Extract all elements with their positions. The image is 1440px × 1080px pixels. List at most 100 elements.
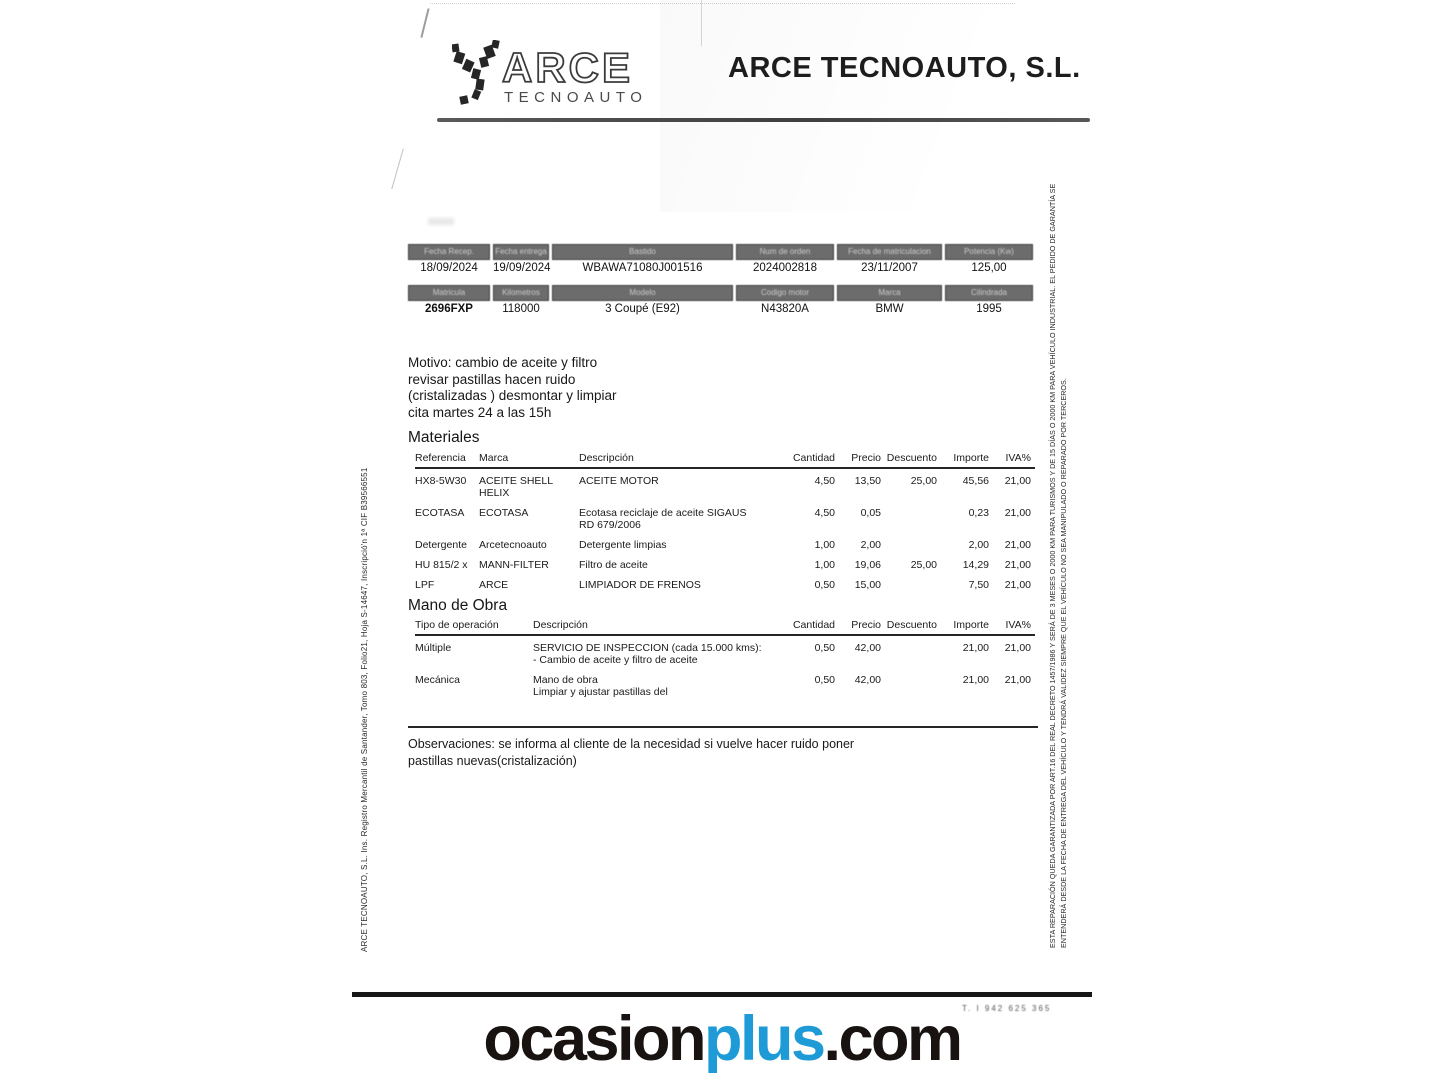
col-referencia: Referencia: [415, 452, 466, 464]
descuento: 25,00: [910, 475, 937, 487]
iva: 21,00: [1004, 507, 1031, 519]
cantidad: 4,50: [814, 507, 835, 519]
crease-mark-top: [701, 0, 702, 46]
cantidad: 1,00: [814, 539, 835, 551]
header-divider: [437, 118, 1090, 122]
labor-table: Tipo de operación Descripción Cantidad P…: [415, 619, 1035, 700]
descripcion: LIMPIADOR DE FRENOS: [579, 579, 701, 591]
vehicle-label: Marca: [837, 285, 942, 301]
vehicle-label: Cilindrada: [945, 285, 1033, 301]
iva: 21,00: [1004, 579, 1031, 591]
scan-shadow: [660, 0, 1092, 212]
col-descuento: Descuento: [886, 452, 937, 464]
descripcion: Mano de obra Limpiar y ajustar pastillas…: [533, 674, 668, 698]
cantidad: 0,50: [814, 579, 835, 591]
descuento: [885, 674, 941, 698]
vehicle-label: Modelo: [552, 285, 733, 301]
importe: 45,56: [962, 475, 989, 487]
col-importe: Importe: [953, 452, 989, 464]
referencia: LPF: [415, 579, 435, 591]
ocasionplus-logo-part3: .com: [823, 1004, 964, 1074]
iva: 21,00: [1004, 674, 1031, 686]
iva: 21,00: [1004, 559, 1031, 571]
vehicle-header-row-1: Fecha Recep. Fecha entrega Bastido Num d…: [408, 244, 1038, 260]
marca: ACEITE SHELL HELIX: [479, 475, 553, 499]
vehicle-header-row-2: Matricula Kilometros Modelo Codigo motor…: [408, 285, 1038, 301]
referencia: HU 815/2 x: [415, 559, 468, 571]
marca: Arcetecnoauto: [479, 539, 547, 551]
importe: 0,23: [968, 507, 989, 519]
col-cantidad: Cantidad: [792, 452, 835, 464]
importe: 14,29: [962, 559, 989, 571]
codigo-motor-value: N43820A: [761, 303, 809, 315]
warranty-side-note-line-1: ESTA REPARACIÓN QUEDA GARANTIZADA POR AR…: [1048, 183, 1057, 948]
footer-divider-bar: [352, 992, 1092, 997]
descripcion: SERVICIO DE INSPECCION (cada 15.000 kms)…: [533, 642, 762, 666]
col-precio: Precio: [851, 452, 881, 464]
material-row: HU 815/2 x MANN-FILTER Filtro de aceite …: [415, 553, 1035, 573]
labor-table-header: Tipo de operación Descripción Cantidad P…: [415, 619, 1035, 636]
tipo-operacion: Mecánica: [415, 674, 460, 686]
cantidad: 4,50: [814, 475, 835, 487]
mosaic-v-icon: [452, 40, 500, 105]
descripcion: Ecotasa reciclaje de aceite SIGAUS RD 67…: [579, 507, 747, 531]
registry-side-note: ARCE TECNOAUTO, S.L. Ins. Registro Merca…: [360, 467, 369, 952]
potencia-value: 125,00: [971, 262, 1007, 274]
col-tipo-operacion: Tipo de operación: [415, 619, 499, 631]
importe: 21,00: [962, 674, 989, 686]
cantidad: 1,00: [814, 559, 835, 571]
bastidor-value: WBAWA71080J001516: [582, 262, 703, 274]
descuento: [885, 539, 941, 551]
referencia: Detergente: [415, 539, 467, 551]
company-title: ARCE TECNOAUTO, S.L.: [728, 52, 1081, 84]
fold-mark: [391, 148, 404, 190]
importe: 7,50: [968, 579, 989, 591]
cantidad: 0,50: [814, 642, 835, 654]
col-precio: Precio: [851, 619, 881, 631]
vehicle-value-row-2: 2696FXP 118000 3 Coupé (E92) N43820A BMW…: [408, 303, 1038, 315]
vehicle-label: Codigo motor: [736, 285, 834, 301]
col-cantidad: Cantidad: [792, 619, 835, 631]
importe: 21,00: [962, 642, 989, 654]
ocasionplus-logo-part2: plus: [704, 1004, 826, 1074]
vehicle-label: Fecha de matriculacion: [837, 244, 942, 260]
fecha-entrega-value: 19/09/2024: [493, 262, 551, 274]
ink-smudge: [428, 218, 454, 225]
materials-table: Referencia Marca Descripción Cantidad Pr…: [415, 452, 1035, 593]
marca-value: BMW: [875, 303, 904, 315]
col-marca: Marca: [479, 452, 509, 464]
ocasionplus-logo: ocasionplus.com: [352, 1004, 1092, 1074]
crease-mark: [420, 8, 430, 38]
tipo-operacion: Múltiple: [415, 642, 452, 654]
vehicle-value-row-1: 18/09/2024 19/09/2024 WBAWA71080J001516 …: [408, 262, 1038, 274]
material-row: ECOTASA ECOTASA Ecotasa reciclaje de ace…: [415, 501, 1035, 533]
referencia: HX8-5W30: [415, 475, 467, 487]
descuento: 25,00: [910, 559, 937, 571]
material-row: HX8-5W30 ACEITE SHELL HELIX ACEITE MOTOR…: [415, 469, 1035, 501]
col-descripcion: Descripción: [533, 619, 588, 631]
col-descuento: Descuento: [886, 619, 937, 631]
descuento: [885, 579, 941, 591]
precio: 15,00: [854, 579, 881, 591]
num-orden-value: 2024002818: [753, 262, 817, 274]
fecha-recepcion-value: 18/09/2024: [420, 262, 478, 274]
logo-wordmark: ARCE: [502, 44, 633, 91]
labor-section-title: Mano de Obra: [408, 597, 508, 614]
precio: 42,00: [854, 674, 881, 686]
marca: ARCE: [479, 579, 509, 591]
importe: 2,00: [968, 539, 989, 551]
logo-subtitle: TECNOAUTO: [504, 89, 647, 106]
kilometros-value: 118000: [502, 303, 540, 315]
arce-tecnoauto-logo: ARCE TECNOAUTO: [452, 40, 647, 106]
precio: 13,50: [854, 475, 881, 487]
iva: 21,00: [1004, 475, 1031, 487]
materials-table-header: Referencia Marca Descripción Cantidad Pr…: [415, 452, 1035, 469]
material-row: Detergente Arcetecnoauto Detergente limp…: [415, 533, 1035, 553]
vehicle-label: Fecha entrega: [493, 244, 549, 260]
observations-divider: [408, 726, 1038, 728]
material-row: LPF ARCE LIMPIADOR DE FRENOS 0,50 15,00 …: [415, 573, 1035, 593]
precio: 19,06: [854, 559, 881, 571]
motivo-text: Motivo: cambio de aceite y filtro revisa…: [408, 355, 617, 420]
descripcion: Detergente limpias: [579, 539, 667, 551]
